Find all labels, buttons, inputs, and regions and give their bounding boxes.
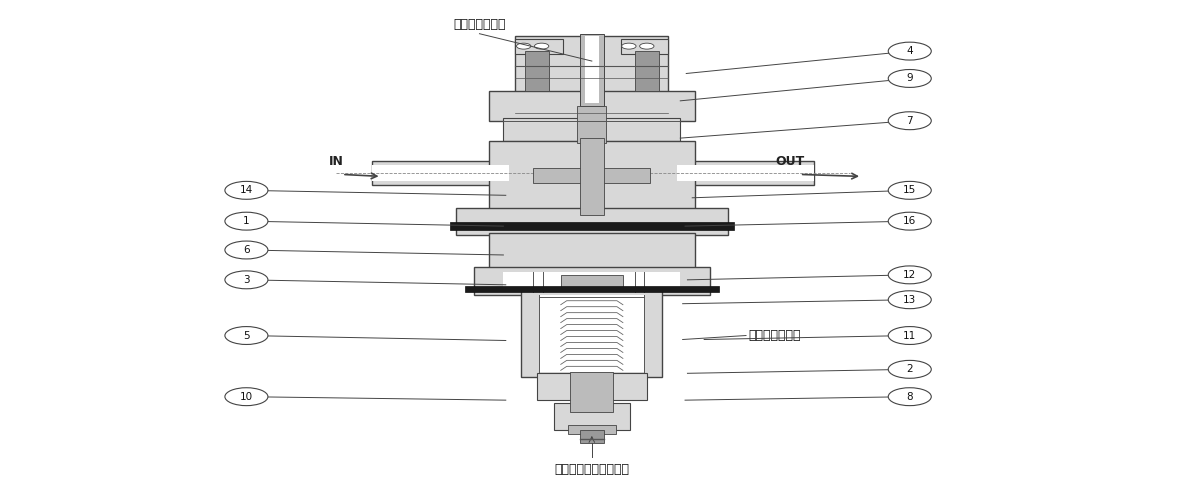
Text: 2: 2 [907, 364, 913, 374]
Circle shape [225, 326, 268, 344]
Bar [515, 38, 563, 54]
Bar [489, 232, 695, 272]
Bar [503, 272, 680, 292]
Bar [455, 208, 728, 235]
Text: ハンドルロック用ビス: ハンドルロック用ビス [555, 463, 629, 476]
Circle shape [225, 388, 268, 406]
Circle shape [225, 182, 268, 200]
Circle shape [888, 70, 931, 87]
Text: 11: 11 [903, 330, 916, 340]
Circle shape [888, 42, 931, 60]
Bar [580, 34, 604, 106]
Bar [677, 166, 815, 182]
Text: 4: 4 [907, 46, 913, 56]
Text: 3: 3 [243, 275, 249, 285]
Bar [449, 222, 734, 230]
Circle shape [888, 112, 931, 130]
Bar [539, 294, 645, 372]
Text: IN: IN [328, 155, 344, 168]
Bar [568, 425, 616, 434]
Bar [553, 402, 630, 430]
Bar [515, 36, 668, 94]
Bar [371, 166, 509, 182]
Bar [503, 118, 680, 141]
Bar [521, 290, 662, 377]
Bar [465, 286, 719, 292]
Bar [533, 168, 651, 183]
Bar [580, 430, 604, 443]
Text: 10: 10 [240, 392, 253, 402]
Text: 14: 14 [240, 186, 253, 196]
Text: 15: 15 [903, 186, 916, 196]
Text: 9: 9 [907, 74, 913, 84]
Bar [677, 162, 815, 186]
Text: 12: 12 [903, 270, 916, 280]
Text: 1: 1 [243, 216, 249, 226]
Bar [577, 106, 606, 143]
Circle shape [888, 182, 931, 200]
Circle shape [888, 360, 931, 378]
Text: 13: 13 [903, 294, 916, 304]
Bar [489, 91, 695, 120]
Text: 8: 8 [907, 392, 913, 402]
Circle shape [888, 388, 931, 406]
Circle shape [225, 271, 268, 289]
Bar [537, 373, 647, 400]
Bar [635, 51, 659, 91]
Circle shape [622, 43, 636, 49]
Bar [580, 138, 604, 215]
Circle shape [640, 43, 654, 49]
Circle shape [888, 266, 931, 284]
Bar [473, 268, 710, 294]
Text: 5: 5 [243, 330, 249, 340]
Circle shape [534, 43, 549, 49]
Bar [525, 51, 549, 91]
Circle shape [888, 212, 931, 230]
Bar [489, 140, 695, 218]
Bar [561, 275, 623, 287]
Text: 16: 16 [903, 216, 916, 226]
Circle shape [225, 212, 268, 230]
Circle shape [888, 326, 931, 344]
Bar [371, 162, 509, 186]
Text: 7: 7 [907, 116, 913, 126]
Bar [570, 372, 613, 412]
Circle shape [888, 291, 931, 308]
Text: OUT: OUT [775, 155, 805, 168]
Text: ブリードポート: ブリードポート [749, 329, 801, 342]
Circle shape [516, 43, 531, 49]
Bar [585, 36, 599, 104]
Bar [621, 38, 668, 54]
Text: 6: 6 [243, 245, 249, 255]
Circle shape [225, 241, 268, 259]
Text: リリーフポート: リリーフポート [453, 18, 506, 31]
